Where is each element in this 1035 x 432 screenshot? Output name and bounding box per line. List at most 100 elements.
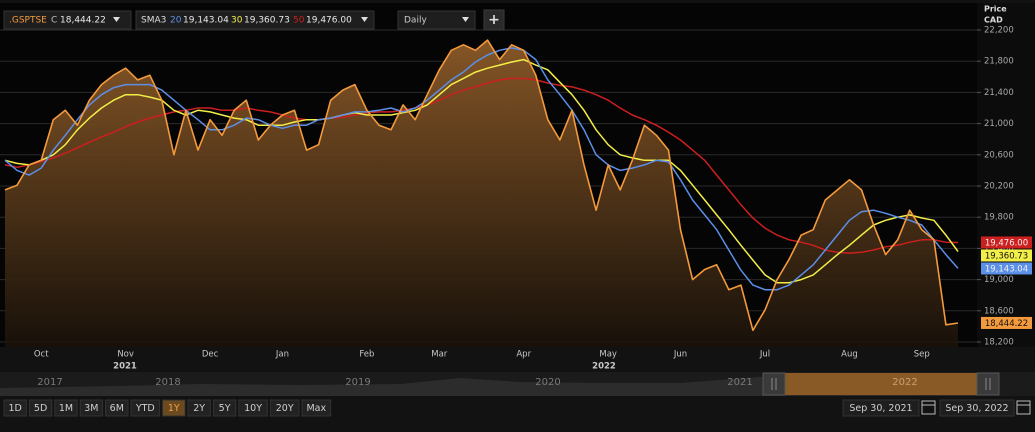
price-axis-area xyxy=(977,3,1035,347)
range-button-label: 3M xyxy=(84,403,98,414)
range-button[interactable] xyxy=(212,399,237,417)
x-tick-label: Jan xyxy=(275,350,289,360)
last-value-box xyxy=(981,262,1032,275)
range-button[interactable] xyxy=(187,399,211,417)
range-button[interactable] xyxy=(269,399,300,417)
range-button[interactable] xyxy=(105,399,129,417)
price-area-fill xyxy=(5,40,958,347)
plot-layer xyxy=(0,29,981,347)
range-button-label: 20Y xyxy=(276,403,294,414)
navigator-year: 2021 xyxy=(727,377,752,388)
range-button[interactable] xyxy=(130,399,161,417)
x-tick-label: Mar xyxy=(431,350,448,360)
y-tick-label: 21,800 xyxy=(984,57,1014,67)
x-tick-label: Dec xyxy=(202,350,219,360)
legend-sma-period: 50 xyxy=(293,16,305,26)
range-button-label: Max xyxy=(306,403,326,414)
range-button-label: 1M xyxy=(59,403,73,414)
y-axis-title: Price xyxy=(984,5,1007,14)
x-tick-label: May xyxy=(599,350,617,360)
calendar-icon[interactable] xyxy=(1016,400,1031,415)
add-button[interactable] xyxy=(483,9,505,31)
calendar-icon[interactable] xyxy=(921,400,936,415)
navigator-year: 2020 xyxy=(535,377,560,388)
x-tick-label: Nov xyxy=(117,350,134,360)
dropdown-icon[interactable] xyxy=(113,17,120,22)
x-year-label: 2022 xyxy=(592,362,616,372)
x-tick-label: Oct xyxy=(34,350,49,360)
y-tick-label: 19,000 xyxy=(984,275,1014,285)
range-button[interactable] xyxy=(3,399,27,417)
legend-instrument: .GSPTSE xyxy=(9,16,47,26)
legend-sma-value: 19,143.04 xyxy=(183,16,229,26)
legend-sma-value: 19,360.73 xyxy=(244,16,290,26)
y-tick-label: 20,600 xyxy=(984,150,1014,160)
last-value-label: 18,444.22 xyxy=(985,319,1028,329)
x-year-label: 2021 xyxy=(113,362,137,372)
navigator-silhouette xyxy=(0,374,977,396)
range-button[interactable] xyxy=(162,399,186,417)
range-button[interactable] xyxy=(79,399,104,417)
last-value-label: 19,143.04 xyxy=(985,264,1028,274)
legend-study: SMA3 xyxy=(141,16,166,26)
interval-label: Daily xyxy=(404,16,427,26)
y-tick-label: 18,200 xyxy=(984,338,1014,348)
x-tick-label: Aug xyxy=(841,350,858,360)
navigator-year: 2019 xyxy=(345,377,370,388)
price-line xyxy=(4,39,959,332)
x-tick-label: Jul xyxy=(759,350,770,360)
range-button-label: 5Y xyxy=(219,403,231,414)
sma-line xyxy=(4,58,959,284)
toolbar: .GSPTSE C 18,444.22 SMA3 20 19,143.04 30… xyxy=(3,5,1007,31)
date-to-box[interactable] xyxy=(939,399,1015,417)
navigator: 2017 2018 2019 2020 2021 2022 xyxy=(0,372,1035,396)
date-from-box[interactable] xyxy=(842,399,920,417)
range-button-label: 1D xyxy=(9,403,22,414)
range-button[interactable] xyxy=(301,399,332,417)
x-tick-label: Feb xyxy=(359,350,374,360)
dropdown-icon xyxy=(462,17,469,22)
range-button-label: 6M xyxy=(110,403,124,414)
range-button-label: 5D xyxy=(34,403,47,414)
y-tick-label: 18,600 xyxy=(984,306,1014,316)
y-axis-unit: CAD xyxy=(984,16,1003,25)
last-value-label: 19,360.73 xyxy=(985,251,1028,261)
range-button[interactable] xyxy=(238,399,268,417)
navigator-handle[interactable] xyxy=(976,372,1000,396)
interval-select[interactable] xyxy=(397,10,476,30)
date-to: Sep 30, 2022 xyxy=(945,403,1008,414)
last-value-box xyxy=(981,249,1032,262)
last-value-label: 19,476.00 xyxy=(985,238,1028,248)
range-button-label: 1Y xyxy=(168,403,180,414)
dropdown-icon[interactable] xyxy=(361,17,368,22)
y-tick-label: 21,000 xyxy=(984,119,1014,129)
navigator-handle[interactable] xyxy=(762,372,786,396)
navigator-year: 2017 xyxy=(37,377,62,388)
study-legend[interactable] xyxy=(135,10,375,30)
range-button[interactable] xyxy=(54,399,78,417)
add-button-label: + xyxy=(488,12,500,28)
date-range: Sep 30, 2021 Sep 30, 2022 xyxy=(842,399,1031,417)
legend-price-code: C xyxy=(51,16,57,26)
navigator-selection[interactable] xyxy=(785,373,977,395)
y-tick-label: 21,400 xyxy=(984,88,1014,98)
last-value-box xyxy=(981,236,1032,249)
range-button-label: YTD xyxy=(135,403,155,414)
legend-sma-period: 30 xyxy=(231,16,243,26)
sma-line xyxy=(4,47,959,291)
x-tick-label: Jun xyxy=(673,350,687,360)
legend-sma-value: 19,476.00 xyxy=(306,16,352,26)
date-from: Sep 30, 2021 xyxy=(849,403,912,414)
navigator-year: 2022 xyxy=(892,377,917,388)
x-tick-label: Sep xyxy=(914,350,930,360)
instrument-legend[interactable] xyxy=(3,10,132,30)
sma-line xyxy=(4,77,959,254)
range-button-label: 10Y xyxy=(244,403,262,414)
y-tick-label: 20,200 xyxy=(984,182,1014,192)
legend-price-value: 18,444.22 xyxy=(60,16,106,26)
range-button-label: 2Y xyxy=(193,403,205,414)
y-tick-label: 19,400 xyxy=(984,244,1014,254)
range-button[interactable] xyxy=(28,399,53,417)
